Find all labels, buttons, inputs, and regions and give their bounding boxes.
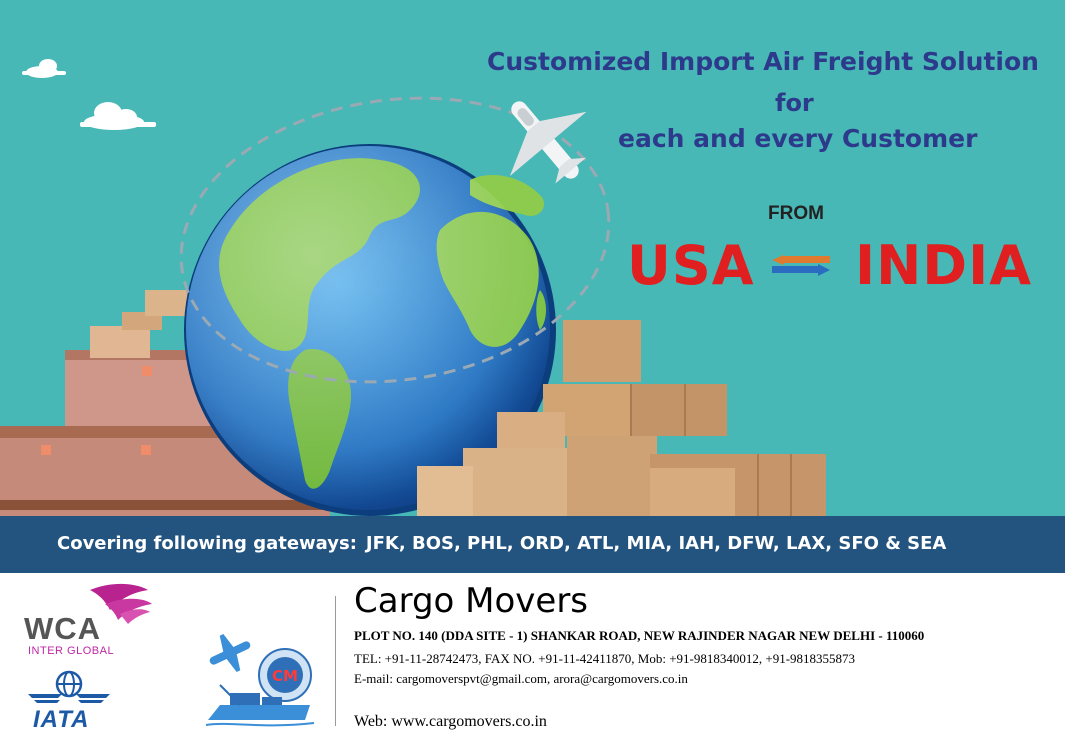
- company-email: E-mail: cargomoverspvt@gmail.com, arora@…: [354, 671, 688, 686]
- right-cargo-boxes: [417, 320, 826, 516]
- gateway-strip: [0, 516, 1065, 573]
- headline-line-2: for: [775, 89, 814, 117]
- gateway-list: Covering following gateways: JFK, BOS, PH…: [57, 533, 946, 554]
- globe-illustration: [179, 96, 611, 516]
- footer-divider: [335, 596, 336, 726]
- headline-line-3: each and every Customer: [618, 124, 978, 153]
- cloud-icon: [80, 102, 156, 130]
- iata-logo-icon: [28, 670, 110, 703]
- gateway-label: Covering following gateways:: [57, 533, 357, 554]
- contact-footer: [0, 573, 1065, 740]
- cloud-icon: [22, 59, 66, 78]
- gateway-codes: JFK, BOS, PHL, ORD, ATL, MIA, IAH, DFW, …: [365, 533, 947, 554]
- two-way-arrow-icon: [772, 255, 830, 276]
- hero-illustration: [0, 59, 826, 516]
- company-address: PLOT NO. 140 (DDA SITE - 1) SHANKAR ROAD…: [354, 628, 925, 643]
- route-destination: INDIA: [855, 234, 1032, 297]
- company-website[interactable]: Web: www.cargomovers.co.in: [354, 713, 547, 730]
- from-label: FROM: [768, 203, 824, 224]
- hero-banner: Customized Import Air Freight Solution f…: [0, 0, 1065, 573]
- wca-logo-icon: [90, 583, 152, 624]
- cargo-movers-emblem-icon: CM: [205, 634, 315, 727]
- company-phone: TEL: +91-11-28742473, FAX NO. +91-11-424…: [354, 651, 856, 666]
- route-origin: USA: [627, 234, 755, 297]
- wca-wordmark: WCA: [24, 611, 102, 646]
- iata-wordmark: IATA: [33, 706, 90, 733]
- company-name: Cargo Movers: [354, 581, 589, 621]
- cm-emblem-text: CM: [272, 667, 298, 685]
- wca-subtitle: INTER GLOBAL: [28, 645, 115, 657]
- headline-line-1: Customized Import Air Freight Solution: [487, 47, 1039, 76]
